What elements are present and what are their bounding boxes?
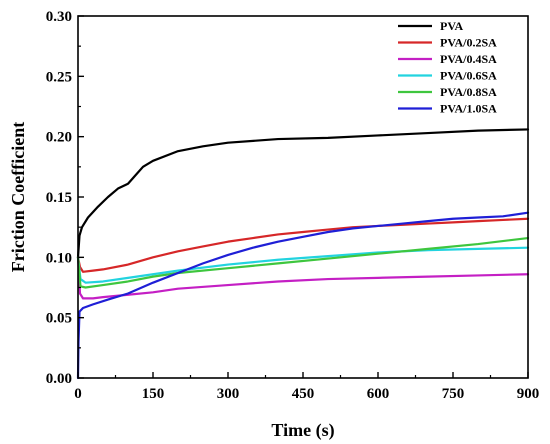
x-tick-label: 150 bbox=[142, 386, 165, 402]
x-axis-title: Time (s) bbox=[271, 420, 334, 441]
x-tick-label: 450 bbox=[292, 386, 315, 402]
series-line-5 bbox=[76, 211, 530, 380]
series-line-4 bbox=[76, 236, 530, 289]
legend-label-1: PVA/0.2SA bbox=[440, 36, 497, 50]
x-tick-label: 0 bbox=[74, 386, 82, 402]
y-tick-label: 0.15 bbox=[46, 190, 72, 206]
y-tick-label: 0.30 bbox=[46, 9, 72, 25]
y-tick-label: 0.10 bbox=[46, 250, 72, 266]
ticks-layer: 0 150 300 450 600 750 900 0.00 0.05 0.10 0.15 0.20 0… bbox=[46, 9, 540, 402]
series-line-2 bbox=[76, 256, 530, 300]
y-axis-title: Friction Coefficient bbox=[8, 122, 28, 272]
legend: PVA PVA/0.2SA PVA/0.4SA PVA/0.6SA PVA/0.8SA P… bbox=[398, 19, 497, 116]
series-line-1 bbox=[76, 217, 530, 273]
x-tick-label: 600 bbox=[367, 386, 390, 402]
legend-label-3: PVA/0.6SA bbox=[440, 69, 497, 83]
legend-label-4: PVA/0.8SA bbox=[440, 85, 497, 99]
y-tick-label: 0.00 bbox=[46, 371, 72, 387]
legend-label-0: PVA bbox=[440, 19, 463, 33]
y-tick-label: 0.05 bbox=[46, 311, 72, 327]
series-layer bbox=[76, 128, 530, 380]
x-tick-label: 900 bbox=[517, 386, 540, 402]
series-line-0 bbox=[76, 128, 530, 259]
x-tick-label: 750 bbox=[442, 386, 465, 402]
legend-label-5: PVA/1.0SA bbox=[440, 102, 497, 116]
legend-label-2: PVA/0.4SA bbox=[440, 52, 497, 66]
y-tick-label: 0.20 bbox=[46, 130, 72, 146]
x-tick-label: 300 bbox=[217, 386, 240, 402]
y-tick-label: 0.25 bbox=[46, 69, 72, 85]
